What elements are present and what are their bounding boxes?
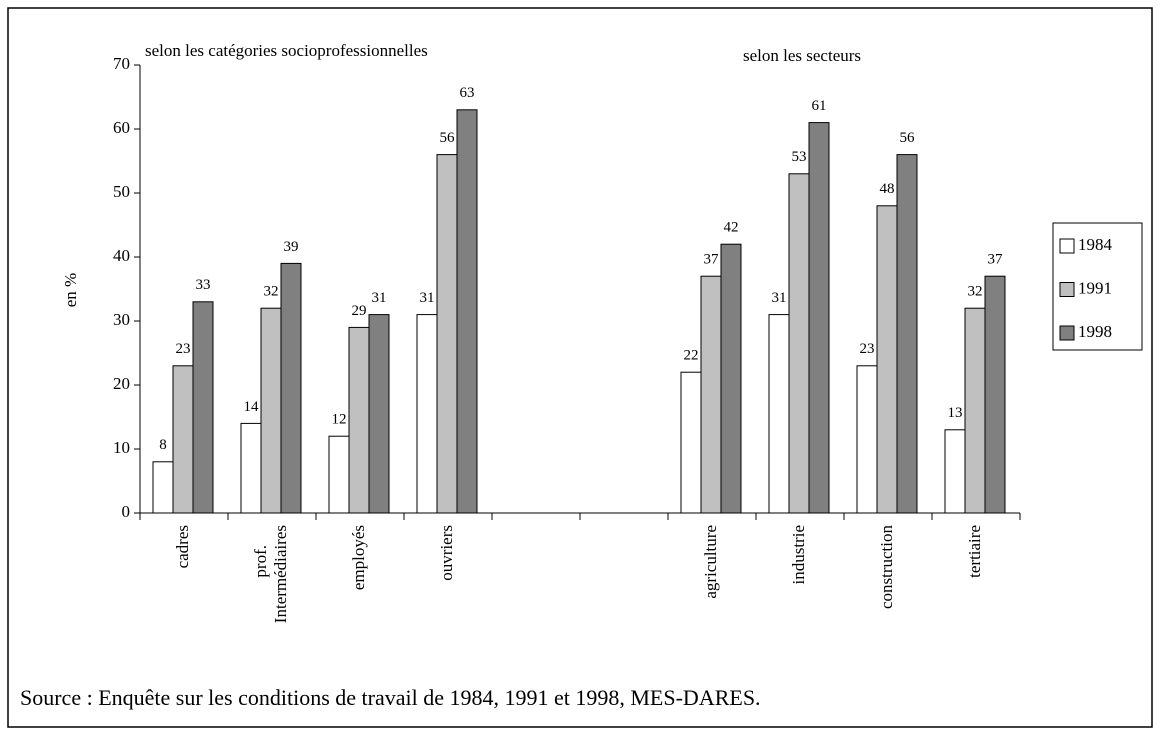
x-tick-label: cadres [173, 525, 192, 568]
bar [896, 154, 918, 514]
bar [984, 275, 1006, 514]
bar [788, 173, 810, 514]
bar [416, 314, 438, 514]
bar [368, 314, 390, 514]
data-label: 53 [792, 149, 807, 165]
data-label: 29 [352, 303, 367, 319]
x-tick-label: agriculture [701, 525, 720, 599]
x-tick-label: prof.Intermédiaires [251, 525, 290, 623]
bar [240, 422, 262, 514]
data-label: 33 [196, 277, 211, 293]
annotation: selon les catégories socioprofessionnell… [145, 41, 428, 60]
bar [436, 154, 458, 514]
annotation: selon les secteurs [743, 46, 861, 65]
y-tick-label: 10 [113, 438, 130, 457]
legend-label: 1998 [1078, 322, 1112, 341]
data-label: 32 [264, 284, 279, 300]
x-tick-label: industrie [789, 525, 808, 585]
data-label: 63 [460, 85, 475, 101]
data-label: 56 [440, 130, 456, 146]
bar [192, 301, 214, 514]
legend-swatch [1059, 325, 1075, 341]
bar [260, 307, 282, 514]
data-label: 8 [159, 437, 167, 453]
bar [700, 275, 722, 514]
data-label: 31 [372, 290, 387, 306]
data-label: 37 [988, 252, 1004, 268]
bar [876, 205, 898, 514]
data-label: 31 [420, 290, 435, 306]
data-label: 48 [880, 181, 895, 197]
bar [172, 365, 194, 514]
data-label: 14 [244, 399, 260, 415]
bar [944, 429, 966, 514]
data-label: 23 [176, 341, 191, 357]
legend-label: 1984 [1078, 235, 1113, 254]
bar [280, 262, 302, 514]
data-label: 39 [284, 239, 299, 255]
y-tick-label: 70 [113, 54, 130, 73]
bar [680, 371, 702, 514]
bar [152, 461, 174, 514]
bar [768, 314, 790, 514]
data-label: 42 [724, 220, 739, 236]
data-label: 61 [812, 98, 827, 114]
legend-swatch [1059, 282, 1075, 297]
x-tick-label: construction [877, 525, 896, 610]
x-tick-label: employés [349, 525, 368, 590]
bar [328, 435, 350, 514]
bar [808, 122, 830, 514]
data-label: 23 [860, 341, 875, 357]
legend-swatch [1059, 238, 1075, 254]
data-label: 22 [684, 348, 699, 364]
data-label: 37 [704, 252, 720, 268]
source: Source : Enquête sur les conditions de t… [20, 685, 761, 710]
x-tick-label: tertiaire [965, 525, 984, 578]
y-axis-label: en % [61, 273, 80, 307]
y-tick-label: 40 [113, 246, 130, 265]
data-label: 12 [332, 412, 347, 428]
y-tick-label: 60 [113, 118, 130, 137]
legend-label: 1991 [1078, 278, 1112, 297]
bar [720, 243, 742, 514]
data-label: 56 [900, 130, 916, 146]
y-tick-label: 50 [113, 182, 130, 201]
y-tick-label: 0 [122, 502, 131, 521]
data-label: 31 [772, 290, 787, 306]
bar [964, 307, 986, 514]
y-tick-label: 30 [113, 310, 130, 329]
x-tick-label: ouvriers [437, 525, 456, 581]
bar [348, 326, 370, 514]
y-tick-label: 20 [113, 374, 130, 393]
bar [856, 365, 878, 514]
data-label: 13 [948, 405, 963, 421]
bar [456, 109, 478, 514]
data-label: 32 [968, 284, 983, 300]
